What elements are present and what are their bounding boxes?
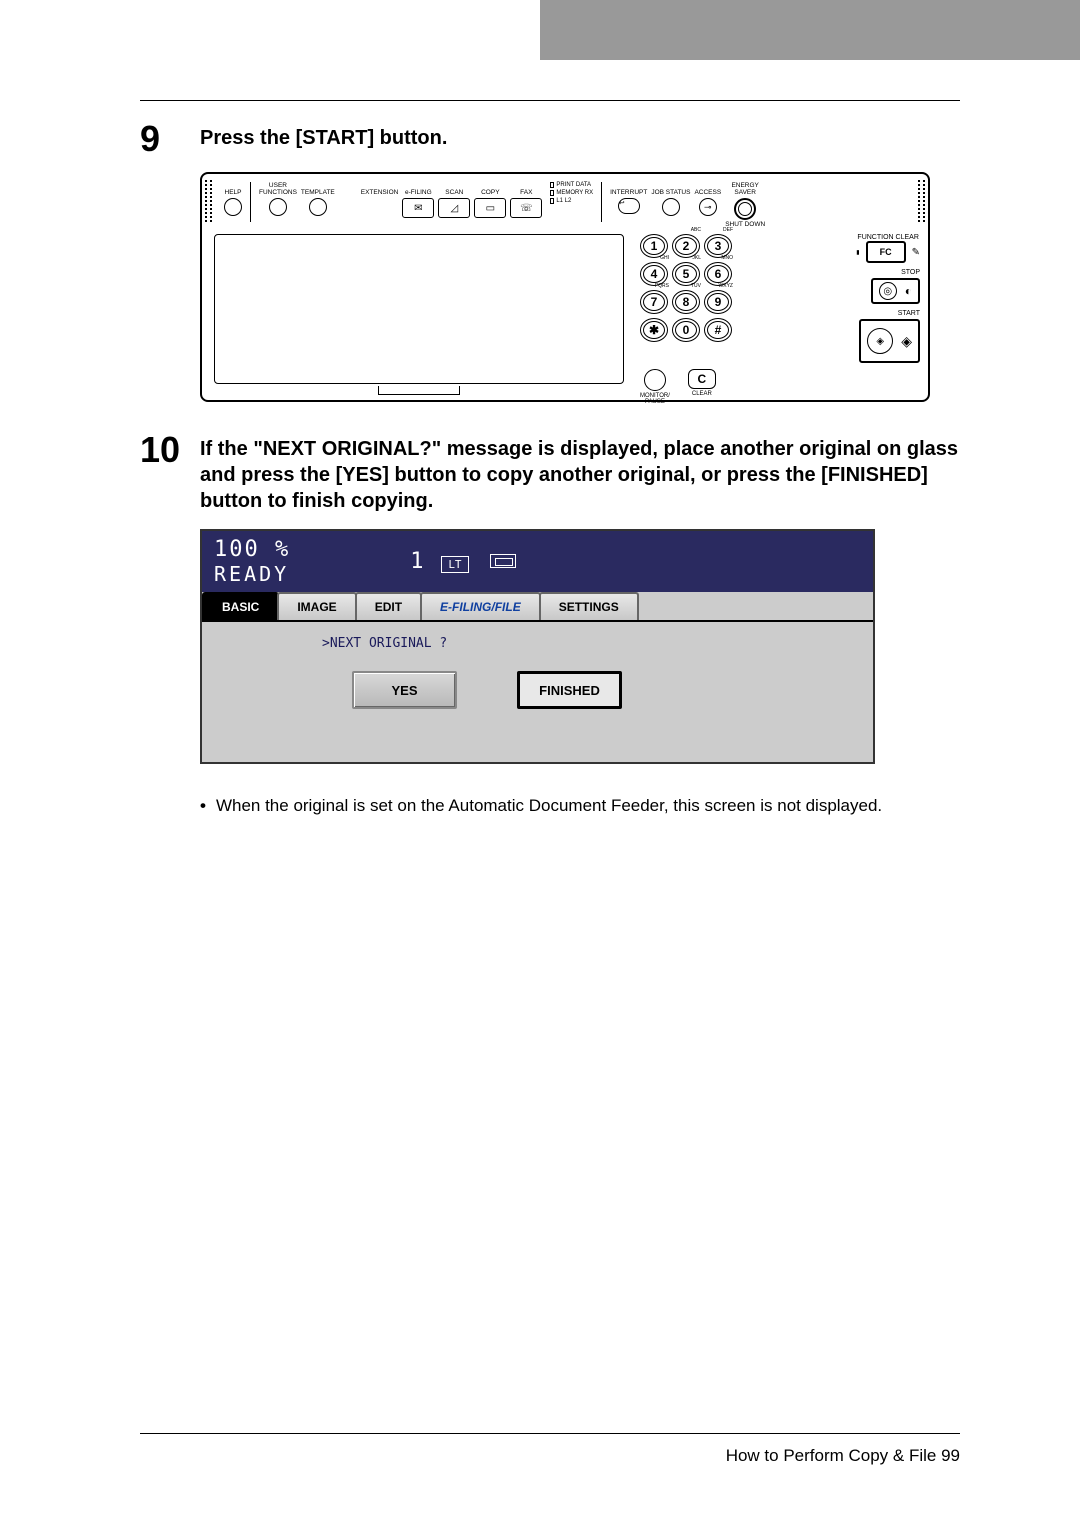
- footer-text: How to Perform Copy & File 99: [726, 1446, 960, 1465]
- header-gray-block: [540, 0, 1080, 60]
- monitor-pause-button[interactable]: MONITOR/ PAUSE: [640, 369, 670, 405]
- page-footer: How to Perform Copy & File 99: [140, 1433, 960, 1466]
- step-9-number: 9: [140, 121, 200, 157]
- step-9-text: Press the [START] button.: [200, 121, 447, 151]
- key-0[interactable]: 0: [672, 318, 700, 342]
- stop-label: STOP: [901, 269, 920, 276]
- step-10: 10 If the "NEXT ORIGINAL?" message is di…: [140, 432, 960, 514]
- fax-button[interactable]: FAX ☏: [510, 182, 542, 218]
- tab-edit[interactable]: EDIT: [355, 592, 422, 620]
- control-panel: HELP USER FUNCTIONS TEMPLATE EXTENSION: [200, 172, 930, 402]
- interrupt-button[interactable]: INTERRUPT ↩: [610, 182, 647, 214]
- key-7[interactable]: PQRS7: [640, 290, 668, 314]
- yes-button[interactable]: YES: [352, 671, 457, 709]
- tab-basic[interactable]: BASIC: [202, 592, 279, 620]
- content-area: 9 Press the [START] button. HELP USER FU…: [140, 100, 960, 818]
- template-button[interactable]: TEMPLATE: [301, 182, 335, 216]
- copy-button[interactable]: COPY ▭: [474, 182, 506, 218]
- ts-header: 100 % READY 1 LT: [202, 531, 873, 592]
- note: • When the original is set on the Automa…: [200, 794, 960, 818]
- start-label: START: [898, 310, 920, 317]
- status-leds: PRINT DATA MEMORY RX L1 L2: [550, 182, 593, 204]
- efiling-button[interactable]: e-FILING ✉: [402, 182, 434, 218]
- energy-saver-button[interactable]: ENERGY SAVER SHUT DOWN: [725, 182, 765, 229]
- right-action-buttons: FUNCTION CLEAR ▮ FC ✎ STOP ◎ ◐: [760, 234, 920, 363]
- note-text: When the original is set on the Automati…: [216, 794, 882, 818]
- clear-button[interactable]: C CLEAR: [688, 369, 716, 405]
- stop-button[interactable]: ◎ ◐: [871, 278, 920, 304]
- scan-button[interactable]: SCAN ◿: [438, 182, 470, 218]
- tab-image[interactable]: IMAGE: [277, 592, 356, 620]
- fc-button[interactable]: FC: [866, 241, 906, 263]
- touch-screen-figure: 100 % READY 1 LT BASIC IMAGE EDIT E-FILI…: [200, 529, 960, 764]
- numeric-keypad[interactable]: 1 ABC2 DEF3 GHI4 JKL5 MNO6 PQRS7 TUV8 WX…: [640, 234, 732, 342]
- step-10-text: If the "NEXT ORIGINAL?" message is displ…: [200, 432, 960, 514]
- bullet: •: [200, 794, 206, 818]
- bottom-keys: MONITOR/ PAUSE C CLEAR: [640, 363, 920, 405]
- ts-body: >NEXT ORIGINAL ? YES FINISHED: [202, 622, 873, 762]
- paper-icon: [490, 554, 516, 568]
- key-9[interactable]: WXYZ9: [704, 290, 732, 314]
- control-panel-figure: HELP USER FUNCTIONS TEMPLATE EXTENSION: [200, 172, 960, 402]
- job-status-button[interactable]: JOB STATUS: [651, 182, 690, 216]
- top-rule: [140, 100, 960, 101]
- ts-tabs: BASIC IMAGE EDIT E-FILING/FILE SETTINGS: [202, 592, 873, 622]
- paper-size: LT: [441, 556, 468, 573]
- cp-top-row: HELP USER FUNCTIONS TEMPLATE EXTENSION: [210, 182, 920, 232]
- next-original-prompt: >NEXT ORIGINAL ?: [322, 636, 853, 651]
- finished-button[interactable]: FINISHED: [517, 671, 622, 709]
- key-star[interactable]: ✱: [640, 318, 668, 342]
- cp-touchscreen[interactable]: [214, 234, 624, 384]
- step-10-number: 10: [140, 432, 200, 468]
- function-clear-label: FUNCTION CLEAR: [857, 234, 918, 241]
- step-9: 9 Press the [START] button.: [140, 121, 960, 157]
- access-button[interactable]: ACCESS ⊸: [694, 182, 721, 216]
- key-hash[interactable]: #: [704, 318, 732, 342]
- tab-settings[interactable]: SETTINGS: [539, 592, 639, 620]
- help-button[interactable]: HELP: [224, 182, 242, 216]
- tab-efiling-file[interactable]: E-FILING/FILE: [420, 592, 541, 620]
- user-functions-button[interactable]: USER FUNCTIONS: [259, 182, 297, 216]
- copy-count: 1: [320, 549, 423, 574]
- cp-right-controls: 1 ABC2 DEF3 GHI4 JKL5 MNO6 PQRS7 TUV8 WX…: [640, 234, 920, 405]
- touch-screen: 100 % READY 1 LT BASIC IMAGE EDIT E-FILI…: [200, 529, 875, 764]
- key-8[interactable]: TUV8: [672, 290, 700, 314]
- ready-status: READY: [214, 562, 290, 586]
- zoom-value: 100 %: [214, 537, 290, 562]
- start-button[interactable]: ◈ ◈: [859, 319, 920, 363]
- extension-button[interactable]: EXTENSION: [361, 182, 399, 216]
